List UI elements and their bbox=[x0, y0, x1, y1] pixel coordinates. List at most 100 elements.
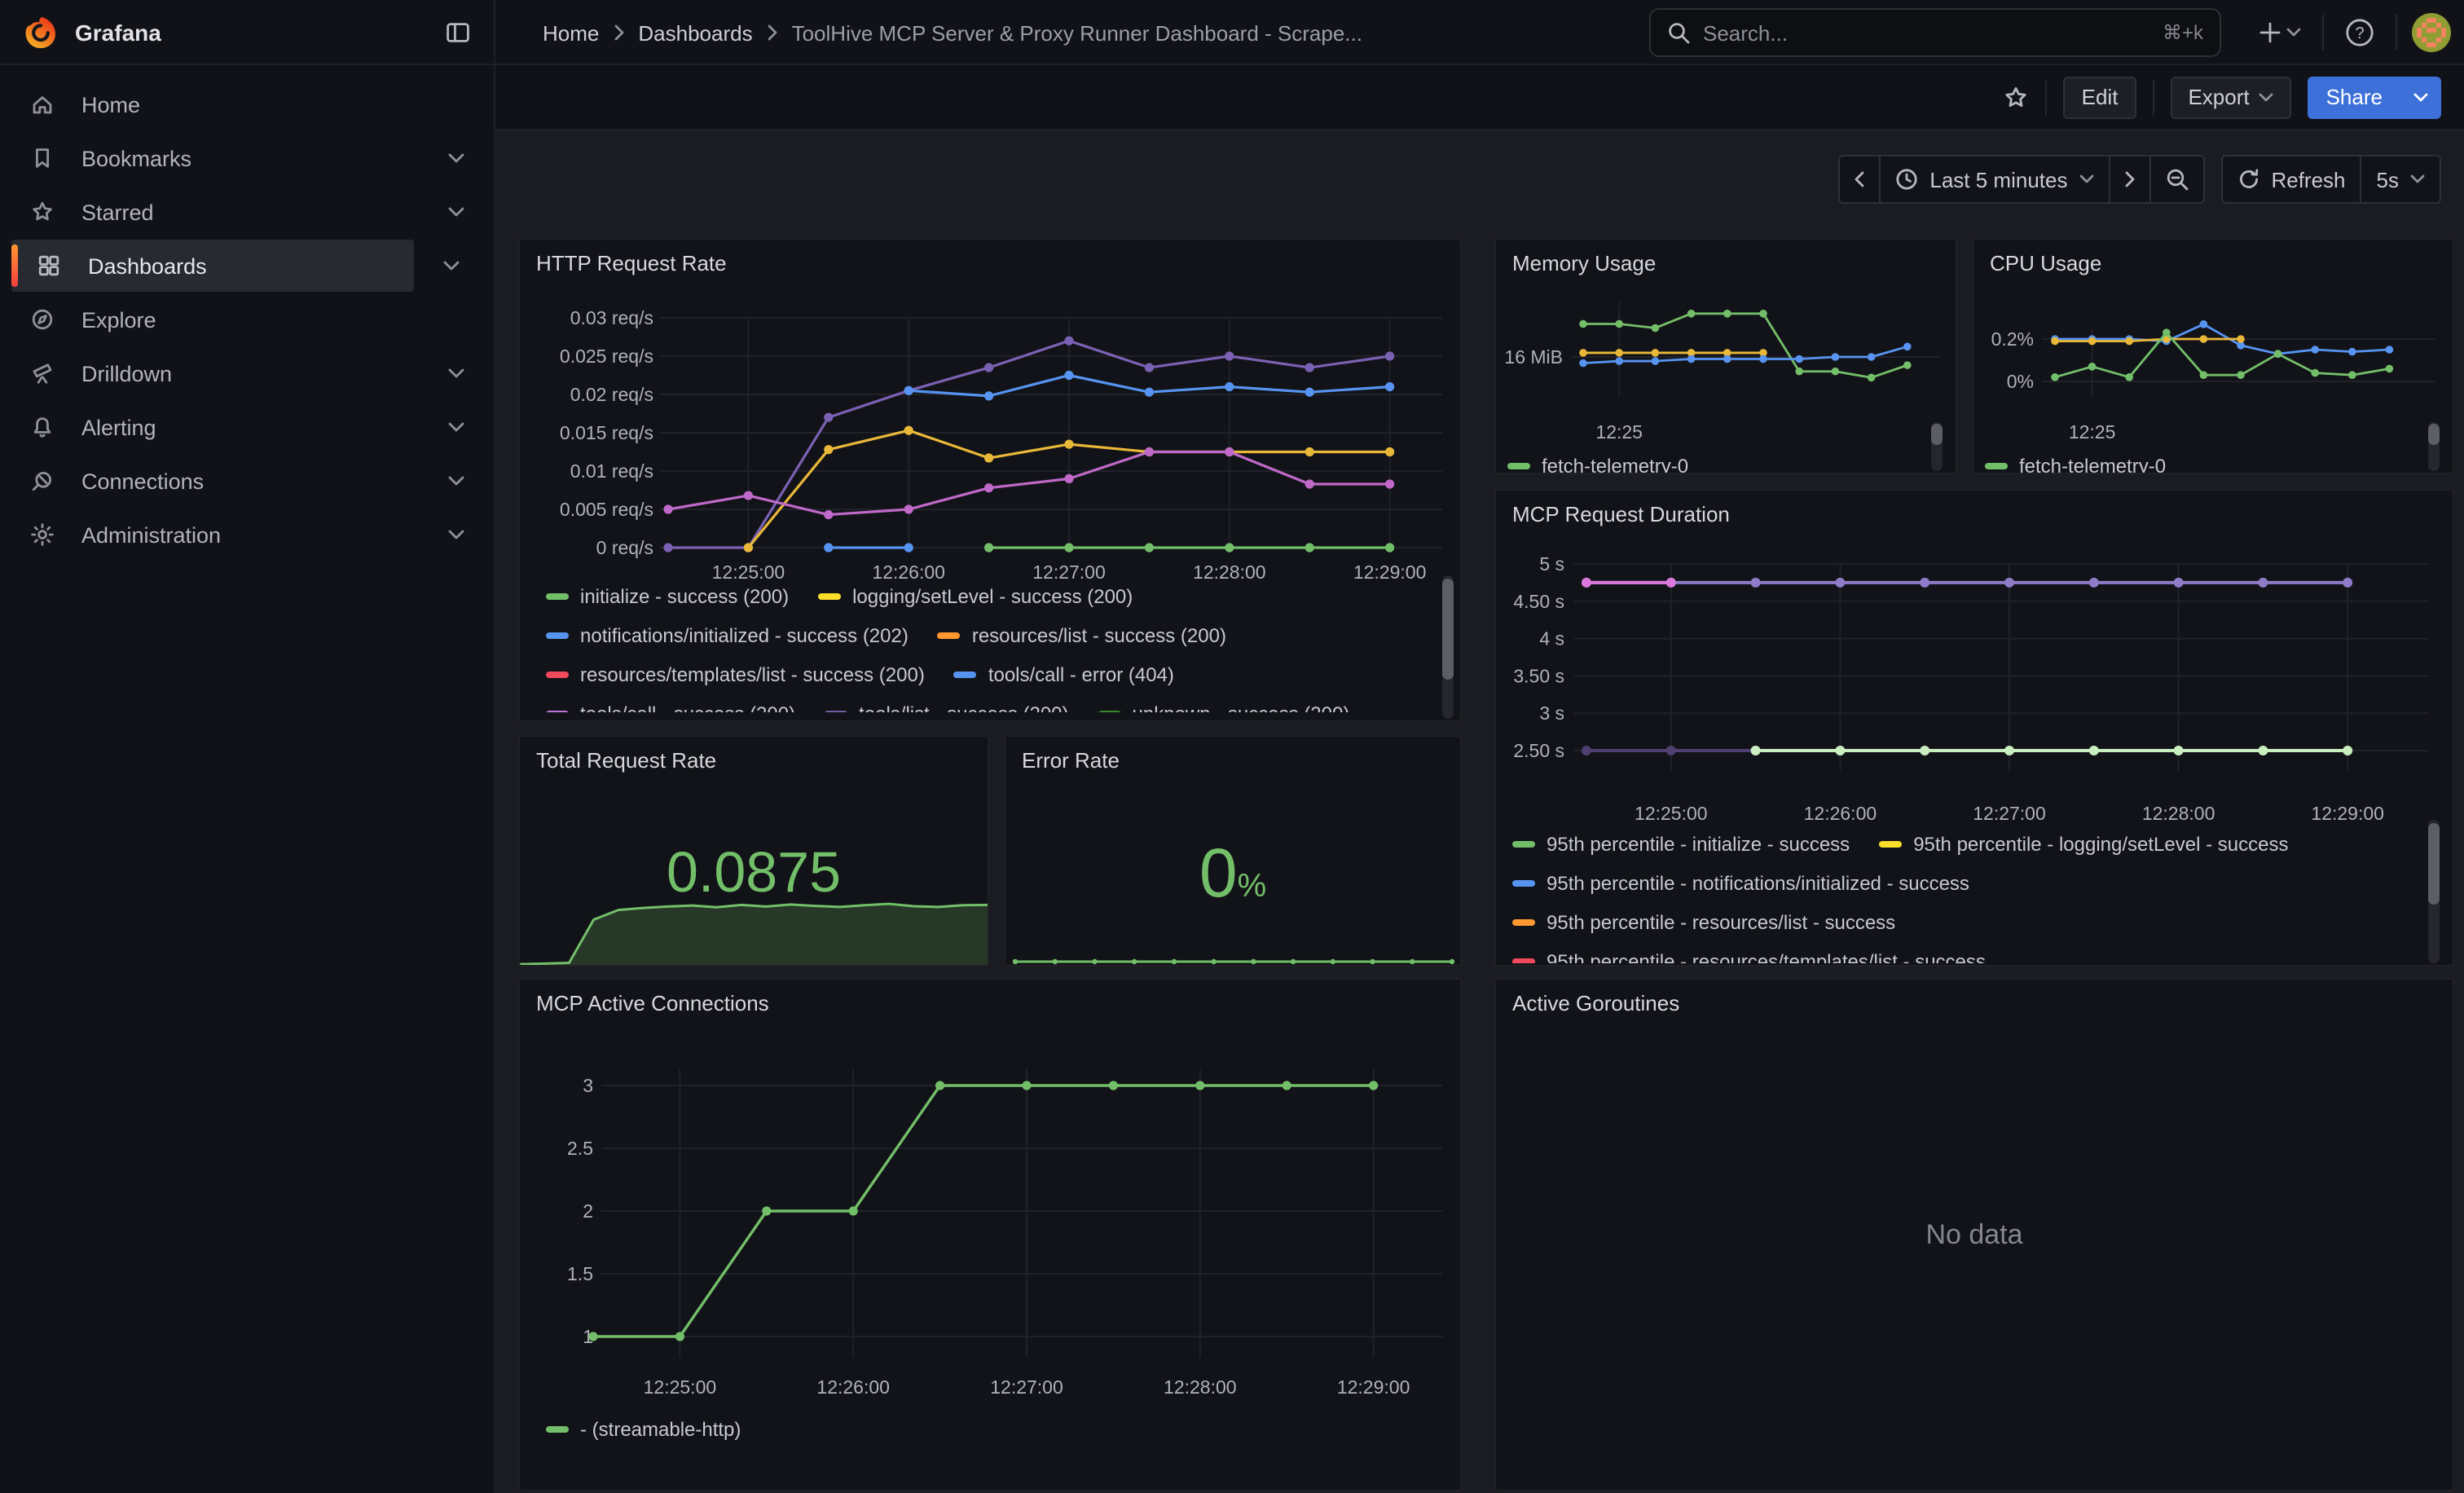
sidebar-item-drilldown[interactable]: Drilldown bbox=[0, 347, 494, 399]
panel-title[interactable]: Total Request Rate bbox=[536, 748, 717, 773]
http-request-rate-chart: 0 req/s 0.005 req/s 0.01 req/s 0.015 req/s 0… bbox=[560, 307, 1442, 583]
legend-item[interactable]: 95th percentile - notifications/initiali… bbox=[1512, 872, 1969, 895]
legend-item[interactable]: fetch-telemetry-0 bbox=[1985, 455, 2166, 473]
legend-scrollbar-thumb[interactable] bbox=[1931, 424, 1943, 445]
legend-item[interactable]: 95th percentile - initialize - success bbox=[1512, 833, 1850, 856]
search-input[interactable] bbox=[1703, 20, 2149, 45]
svg-text:0.02 req/s: 0.02 req/s bbox=[570, 384, 653, 405]
panel-title[interactable]: HTTP Request Rate bbox=[536, 251, 727, 275]
legend-item[interactable]: tools/list - success (200) bbox=[825, 702, 1069, 712]
chevron-down-icon[interactable] bbox=[448, 368, 464, 378]
time-forward-button[interactable] bbox=[2108, 156, 2149, 202]
panel-title[interactable]: Memory Usage bbox=[1512, 251, 1657, 275]
chevron-down-icon[interactable] bbox=[443, 261, 460, 271]
refresh-button[interactable]: Refresh bbox=[2222, 156, 2360, 202]
share-button[interactable]: Share bbox=[2308, 76, 2400, 118]
add-button[interactable] bbox=[2252, 15, 2308, 51]
time-back-button[interactable] bbox=[1840, 156, 1879, 202]
sidebar-item-starred[interactable]: Starred bbox=[0, 186, 494, 238]
time-controls: Last 5 minutes Refresh 5s bbox=[1838, 155, 2441, 204]
legend-item[interactable]: 95th percentile - logging/setLevel - suc… bbox=[1879, 833, 2288, 856]
legend-swatch bbox=[546, 593, 569, 600]
sidebar-item-dashboards[interactable]: Dashboards bbox=[11, 240, 460, 292]
legend-swatch bbox=[1512, 958, 1535, 963]
panel-title[interactable]: MCP Active Connections bbox=[536, 991, 769, 1015]
legend-swatch bbox=[1512, 919, 1535, 926]
legend-item[interactable]: - (streamable-http) bbox=[546, 1418, 741, 1441]
export-button[interactable]: Export bbox=[2170, 76, 2292, 118]
legend-item[interactable]: 95th percentile - resources/templates/li… bbox=[1512, 950, 1986, 963]
clock-icon bbox=[1896, 169, 1917, 190]
http-legend: initialize - success (200) logging/setLev… bbox=[546, 577, 1434, 712]
legend-swatch bbox=[1512, 841, 1535, 848]
breadcrumb-dashboards[interactable]: Dashboards bbox=[638, 20, 753, 45]
sidebar-item-administration[interactable]: Administration bbox=[0, 509, 494, 561]
svg-text:0.01 req/s: 0.01 req/s bbox=[570, 460, 653, 482]
svg-text:12:27:00: 12:27:00 bbox=[1032, 562, 1106, 583]
sidebar-item-home[interactable]: Home bbox=[0, 78, 494, 130]
legend-item[interactable]: logging/setLevel - success (200) bbox=[818, 585, 1133, 608]
brand[interactable]: Grafana bbox=[0, 15, 161, 51]
help-button[interactable]: ? bbox=[2339, 11, 2381, 54]
legend-scrollbar bbox=[2428, 820, 2440, 963]
chevron-down-icon[interactable] bbox=[448, 422, 464, 432]
legend-item[interactable]: unknown - success (200) bbox=[1098, 702, 1349, 712]
legend-item[interactable]: initialize - success (200) bbox=[546, 585, 789, 608]
legend-item[interactable]: notifications/initialized - success (202… bbox=[546, 624, 909, 647]
avatar-identicon bbox=[2412, 13, 2451, 52]
breadcrumb-home[interactable]: Home bbox=[543, 20, 600, 45]
no-data-message: No data bbox=[1925, 1218, 2023, 1249]
legend-scrollbar-thumb[interactable] bbox=[1442, 579, 1454, 680]
legend-item[interactable]: fetch-telemetry-0 bbox=[1507, 455, 1688, 473]
sidebar-item-bookmarks[interactable]: Bookmarks bbox=[0, 132, 494, 184]
chevron-down-icon[interactable] bbox=[448, 153, 464, 163]
legend-item[interactable]: 95th percentile - resources/list - succe… bbox=[1512, 911, 1895, 934]
svg-text:5 s: 5 s bbox=[1539, 553, 1564, 575]
svg-text:0%: 0% bbox=[2007, 371, 2034, 392]
svg-text:12:26:00: 12:26:00 bbox=[816, 1376, 890, 1398]
svg-text:12:28:00: 12:28:00 bbox=[2142, 803, 2215, 824]
header-left-zone: Grafana bbox=[0, 0, 495, 65]
favorite-star-icon[interactable] bbox=[2004, 84, 2030, 110]
panel-title[interactable]: Active Goroutines bbox=[1512, 991, 1680, 1015]
chevron-down-icon[interactable] bbox=[448, 530, 464, 540]
legend-item[interactable]: tools/call - success (200) bbox=[546, 702, 795, 712]
svg-text:12:25: 12:25 bbox=[2069, 421, 2116, 443]
legend-scrollbar-thumb[interactable] bbox=[2428, 424, 2440, 445]
mcp-request-duration-chart: 5 s 4.50 s 4 s 3.50 s 3 s 2.50 s 12:25:00 12:26… bbox=[1513, 553, 2428, 824]
chevron-down-icon[interactable] bbox=[448, 207, 464, 217]
legend-swatch bbox=[1985, 463, 2008, 469]
zoom-out-button[interactable] bbox=[2149, 156, 2202, 202]
legend-item[interactable]: resources/list - success (200) bbox=[937, 624, 1226, 647]
legend-swatch bbox=[825, 711, 848, 712]
svg-text:?: ? bbox=[2355, 24, 2364, 42]
legend-item[interactable]: tools/call - error (404) bbox=[953, 663, 1174, 686]
share-menu-button[interactable] bbox=[2400, 76, 2441, 118]
svg-text:2: 2 bbox=[583, 1200, 593, 1222]
legend-item[interactable]: resources/templates/list - success (200) bbox=[546, 663, 925, 686]
chevron-down-icon bbox=[2413, 92, 2428, 101]
top-header: Grafana Home Dashboards ToolHive MCP Ser… bbox=[0, 0, 2464, 65]
connections-plug-icon bbox=[32, 472, 52, 491]
panel-title[interactable]: MCP Request Duration bbox=[1512, 502, 1730, 526]
sidebar-item-explore[interactable]: Explore bbox=[0, 293, 494, 346]
panel-title[interactable]: CPU Usage bbox=[1990, 251, 2102, 275]
chevron-right-icon bbox=[2125, 171, 2134, 187]
refresh-interval-picker[interactable]: 5s bbox=[2360, 156, 2440, 202]
legend-scrollbar bbox=[2428, 422, 2440, 471]
chevron-down-icon[interactable] bbox=[448, 476, 464, 486]
legend-scrollbar-thumb[interactable] bbox=[2428, 823, 2440, 905]
svg-text:4 s: 4 s bbox=[1539, 628, 1564, 650]
legend-swatch bbox=[546, 672, 569, 678]
panel-title[interactable]: Error Rate bbox=[1022, 748, 1120, 773]
gear-icon bbox=[31, 523, 54, 546]
search-box[interactable]: ⌘+k bbox=[1649, 8, 2221, 57]
sidebar-item-connections[interactable]: Connections bbox=[0, 455, 494, 507]
sidebar-toggle-icon[interactable] bbox=[445, 20, 471, 46]
svg-text:12:25:00: 12:25:00 bbox=[712, 562, 785, 583]
user-avatar[interactable] bbox=[2412, 13, 2451, 52]
svg-text:12:27:00: 12:27:00 bbox=[1973, 803, 2046, 824]
sidebar-item-alerting[interactable]: Alerting bbox=[0, 401, 494, 453]
time-range-picker[interactable]: Last 5 minutes bbox=[1879, 156, 2108, 202]
edit-button[interactable]: Edit bbox=[2063, 76, 2136, 118]
